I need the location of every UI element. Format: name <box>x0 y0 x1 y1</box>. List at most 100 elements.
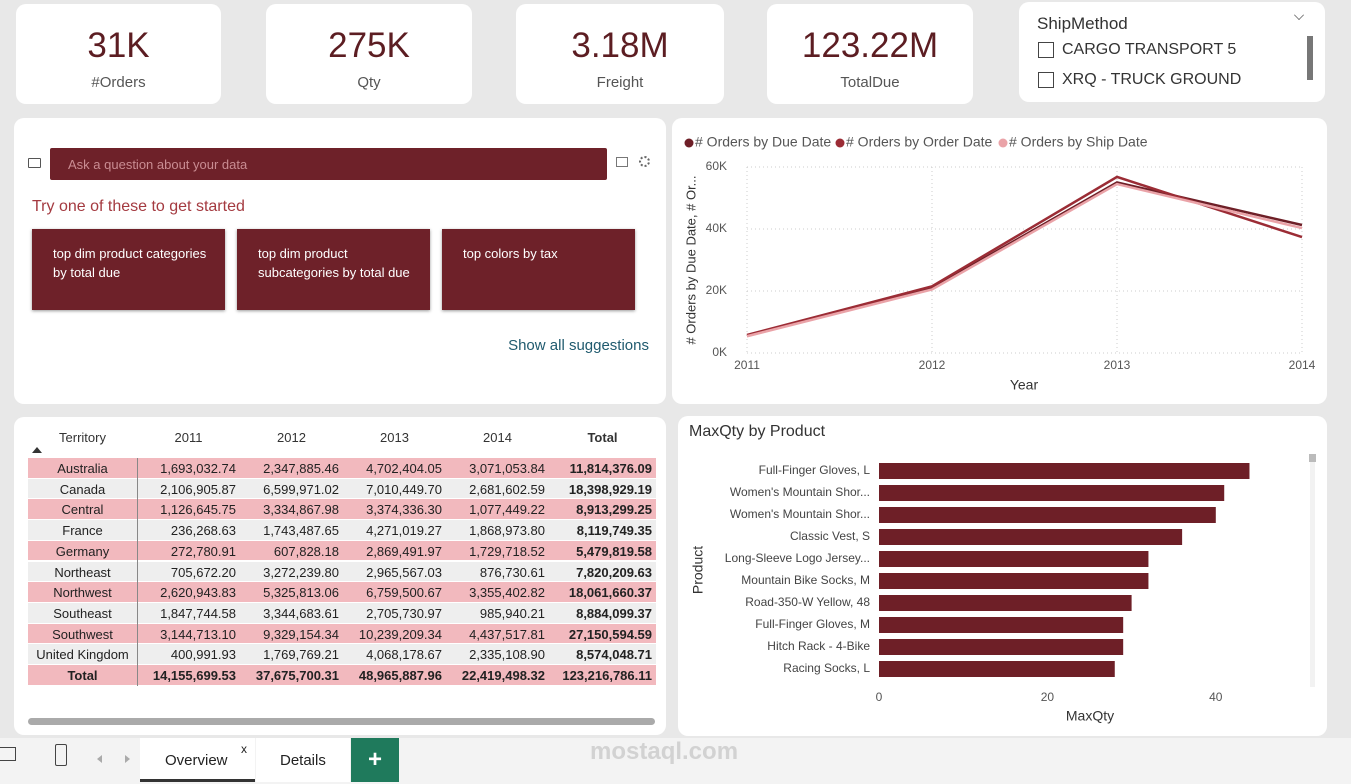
table-cell: 985,940.21 <box>479 605 545 621</box>
table-cell: 27,150,594.59 <box>568 626 652 642</box>
table-cell: 22,419,498.32 <box>461 668 545 683</box>
table-cell: 18,398,929.19 <box>568 481 652 497</box>
table-row <box>28 623 656 645</box>
table-cell: Southeast <box>53 605 112 621</box>
qa-input[interactable]: Ask a question about your data <box>50 148 607 180</box>
kpi-label: Qty <box>357 74 381 91</box>
kpi-value: 31K <box>87 26 150 65</box>
page-tab[interactable]: Overview x <box>140 738 255 782</box>
table-row <box>28 582 656 603</box>
table-cell: 10,239,209.34 <box>358 626 442 642</box>
kpi-card: 3.18M Freight <box>516 4 724 104</box>
table-cell: 2,705,730.97 <box>366 605 442 621</box>
kpi-card: 31K #Orders <box>16 4 221 104</box>
table-cell: 3,374,336.30 <box>366 502 442 518</box>
table-row <box>28 561 656 583</box>
table-cell: Central <box>61 502 104 518</box>
slicer-option[interactable]: CARGO TRANSPORT 5 <box>1062 41 1237 58</box>
kpi-value: 123.22M <box>801 26 939 65</box>
suggestion-text[interactable]: top colors by tax <box>463 246 558 261</box>
phone-icon[interactable] <box>55 744 67 766</box>
kpi-card: 123.22M TotalDue <box>767 4 973 104</box>
scrollbar <box>1307 36 1313 80</box>
table-cell: 3,144,713.10 <box>160 626 236 642</box>
tab-label[interactable]: Details <box>280 752 326 769</box>
table-cell: Australia <box>57 461 108 476</box>
sort-indicator <box>32 447 42 453</box>
qa-icon[interactable] <box>616 157 628 167</box>
table-cell: 14,155,699.53 <box>152 668 236 683</box>
table-cell: 7,010,449.70 <box>366 481 442 497</box>
qa-card: Ask a question about your data Try one of… <box>14 118 666 404</box>
show-all-link[interactable]: Show all suggestions <box>508 337 649 354</box>
table-cell: 7,820,209.63 <box>576 564 652 580</box>
table-cell: 4,437,517.81 <box>469 626 545 642</box>
table-cell: Northeast <box>54 564 111 580</box>
table-cell: 37,675,700.31 <box>255 668 339 683</box>
kpi-card: 275K Qty <box>266 4 472 104</box>
table-cell: 2,681,602.59 <box>469 481 545 497</box>
next-arrow[interactable] <box>125 755 130 763</box>
tab-close[interactable]: x <box>241 742 247 756</box>
page-tab[interactable]: Details <box>256 738 350 782</box>
table-cell: 3,272,239.80 <box>263 564 339 580</box>
table-cell: Total <box>67 668 98 683</box>
column-header: 2013 <box>380 430 409 445</box>
table-cell: 4,068,178.67 <box>366 647 442 663</box>
table-cell: 2,335,108.90 <box>469 647 545 663</box>
column-header: Total <box>587 430 618 445</box>
watermark: mostaql.com <box>590 738 739 765</box>
table-cell: 3,355,402.82 <box>469 585 545 601</box>
checkbox[interactable] <box>1038 72 1054 88</box>
table-row <box>28 499 656 521</box>
table-cell: 705,672.20 <box>170 564 236 580</box>
table-cell: 1,868,973.80 <box>469 523 545 539</box>
table-cell: 2,347,885.46 <box>263 461 339 476</box>
desktop-icon[interactable] <box>0 747 16 761</box>
column-header: 2012 <box>277 430 306 445</box>
kpi-value: 3.18M <box>571 26 669 65</box>
tab-label[interactable]: Overview <box>165 752 228 769</box>
add-page-button[interactable]: + <box>351 738 399 782</box>
table-cell: 4,271,019.27 <box>366 523 442 539</box>
table-cell: 1,126,645.75 <box>160 502 236 518</box>
chat-icon <box>28 158 41 168</box>
kpi-label: Freight <box>596 74 644 91</box>
table-cell: 2,620,943.83 <box>160 585 236 601</box>
table-cell: 9,329,154.34 <box>263 626 339 642</box>
table-cell: 2,869,491.97 <box>366 543 442 559</box>
table-row <box>28 458 656 479</box>
table-cell: 8,913,299.25 <box>576 502 652 518</box>
column-header: 2014 <box>483 430 512 445</box>
table-row <box>28 644 656 665</box>
settings-icon[interactable] <box>639 156 650 167</box>
table-cell: 607,828.18 <box>273 543 339 559</box>
suggestion-button[interactable]: top dim product categories by total due <box>32 229 225 310</box>
table-cell: 876,730.61 <box>479 564 545 580</box>
table-cell: 1,847,744.58 <box>160 605 236 621</box>
table-cell: 3,071,053.84 <box>469 461 545 476</box>
add-page-label[interactable]: + <box>367 746 382 773</box>
table-cell: Canada <box>59 481 106 497</box>
table-cell: 1,729,718.52 <box>469 543 545 559</box>
prev-arrow[interactable] <box>97 755 102 763</box>
table-cell: 11,814,376.09 <box>569 461 652 476</box>
table-cell: 400,991.93 <box>170 647 236 663</box>
checkbox[interactable] <box>1038 42 1054 58</box>
table-row <box>28 478 656 500</box>
table-row <box>28 520 656 541</box>
suggestion-button[interactable]: top dim product subcategories by total d… <box>237 229 430 310</box>
slicer-option[interactable]: XRQ - TRUCK GROUND <box>1062 71 1242 88</box>
column-header: Territory <box>59 430 106 445</box>
suggestion-button[interactable]: top colors by tax <box>442 229 635 310</box>
table-cell: 8,884,099.37 <box>576 605 652 621</box>
table-cell: 272,780.91 <box>170 543 236 559</box>
chevron[interactable] <box>1294 10 1304 20</box>
table-cell: 1,769,769.21 <box>263 647 339 663</box>
suggestion-text[interactable]: top dim product subcategories by total d… <box>258 246 410 280</box>
table-cell: 48,965,887.96 <box>358 668 442 683</box>
table-cell: Southwest <box>52 626 113 642</box>
h-scrollbar[interactable] <box>28 718 655 725</box>
table-cell: 18,061,660.37 <box>568 585 652 601</box>
suggestion-text[interactable]: top dim product categories by total due <box>53 246 207 280</box>
